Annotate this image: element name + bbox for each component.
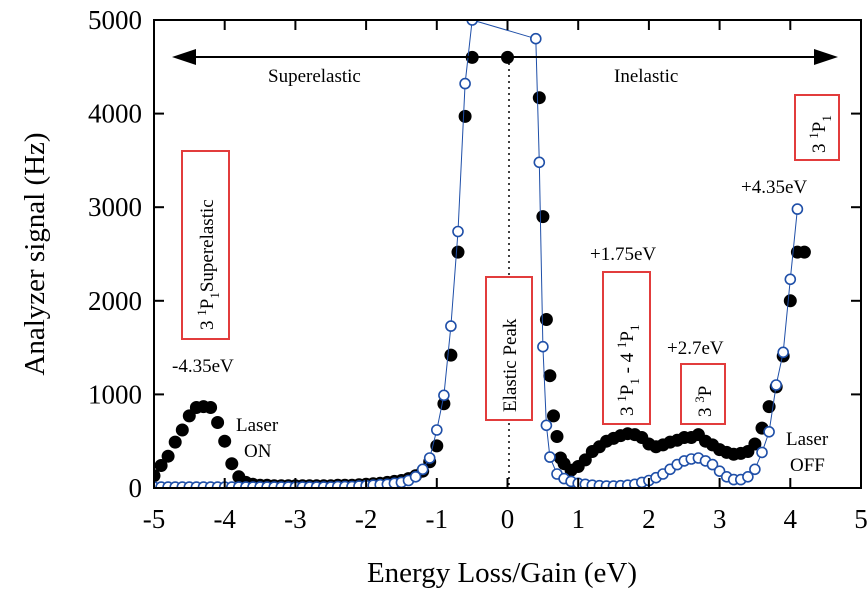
y-tick-label: 2000 <box>88 286 142 316</box>
data-point <box>162 450 174 462</box>
data-point <box>792 204 802 214</box>
inelastic-label: Inelastic <box>614 66 678 87</box>
x-tick-label: -2 <box>355 504 378 534</box>
plus-1-75ev-label: +1.75eV <box>590 244 656 265</box>
plus-2-7ev-label: +2.7eV <box>667 338 724 359</box>
data-point <box>771 380 781 390</box>
data-point <box>226 458 238 470</box>
x-axis-title: Energy Loss/Gain (eV) <box>367 557 637 589</box>
data-point <box>551 431 563 443</box>
data-point <box>446 321 456 331</box>
y-axis-title: Analyzer signal (Hz) <box>19 132 51 375</box>
x-tick-label: 2 <box>642 504 656 534</box>
data-point <box>785 274 795 284</box>
y-tick-label: 5000 <box>88 5 142 35</box>
data-point <box>548 410 560 422</box>
data-point <box>459 110 471 122</box>
data-point <box>531 34 541 44</box>
data-point <box>425 453 435 463</box>
x-tick-label: -5 <box>143 504 166 534</box>
x-tick-label: -3 <box>284 504 307 534</box>
x-tick-label: 0 <box>501 504 515 534</box>
laser-on-label-2: ON <box>244 441 272 462</box>
data-point <box>452 246 464 258</box>
data-point <box>541 420 551 430</box>
y-tick-label: 3000 <box>88 192 142 222</box>
superelastic-label: Superelastic <box>268 66 361 87</box>
data-point <box>545 452 555 462</box>
data-point <box>432 425 442 435</box>
data-point <box>205 402 217 414</box>
data-point <box>757 447 767 457</box>
range-arrow-right-head <box>814 49 838 65</box>
data-point <box>439 390 449 400</box>
data-point <box>176 424 188 436</box>
laser-on-label-1: Laser <box>236 415 279 436</box>
range-arrow-left-head <box>172 49 196 65</box>
data-point <box>219 435 231 447</box>
transition-3p-4p-label: 3 1P1 - 4 1P1 <box>614 325 642 416</box>
annotation-layer: Superelastic Inelastic -4.35eV +4.35eV +… <box>172 49 839 488</box>
elastic-peak-label: Elastic Peak <box>500 318 521 412</box>
data-point <box>544 370 556 382</box>
data-point <box>750 464 760 474</box>
x-tick-label: 5 <box>854 504 868 534</box>
data-point <box>778 347 788 357</box>
data-point <box>445 349 457 361</box>
plus-4-35ev-label: +4.35eV <box>741 177 807 198</box>
data-point <box>418 464 428 474</box>
y-tick-label: 1000 <box>88 379 142 409</box>
x-tick-label: -1 <box>426 504 449 534</box>
data-point <box>460 79 470 89</box>
data-point <box>798 246 810 258</box>
data-point <box>212 417 224 429</box>
data-point <box>533 92 545 104</box>
data-point <box>169 436 181 448</box>
x-tick-label: 4 <box>784 504 798 534</box>
minus-4-35ev-label: -4.35eV <box>172 356 234 377</box>
x-tick-label: 3 <box>713 504 727 534</box>
x-tick-label: 1 <box>571 504 585 534</box>
laser-off-label-2: OFF <box>790 455 825 476</box>
y-tick-label: 4000 <box>88 99 142 129</box>
data-point <box>453 227 463 237</box>
data-point <box>534 157 544 167</box>
data-point <box>537 211 549 223</box>
data-point <box>538 342 548 352</box>
data-point <box>784 295 796 307</box>
data-point <box>764 427 774 437</box>
x-tick-label: -4 <box>213 504 236 534</box>
y-tick-label: 0 <box>129 473 143 503</box>
laser-off-label-1: Laser <box>786 429 829 450</box>
